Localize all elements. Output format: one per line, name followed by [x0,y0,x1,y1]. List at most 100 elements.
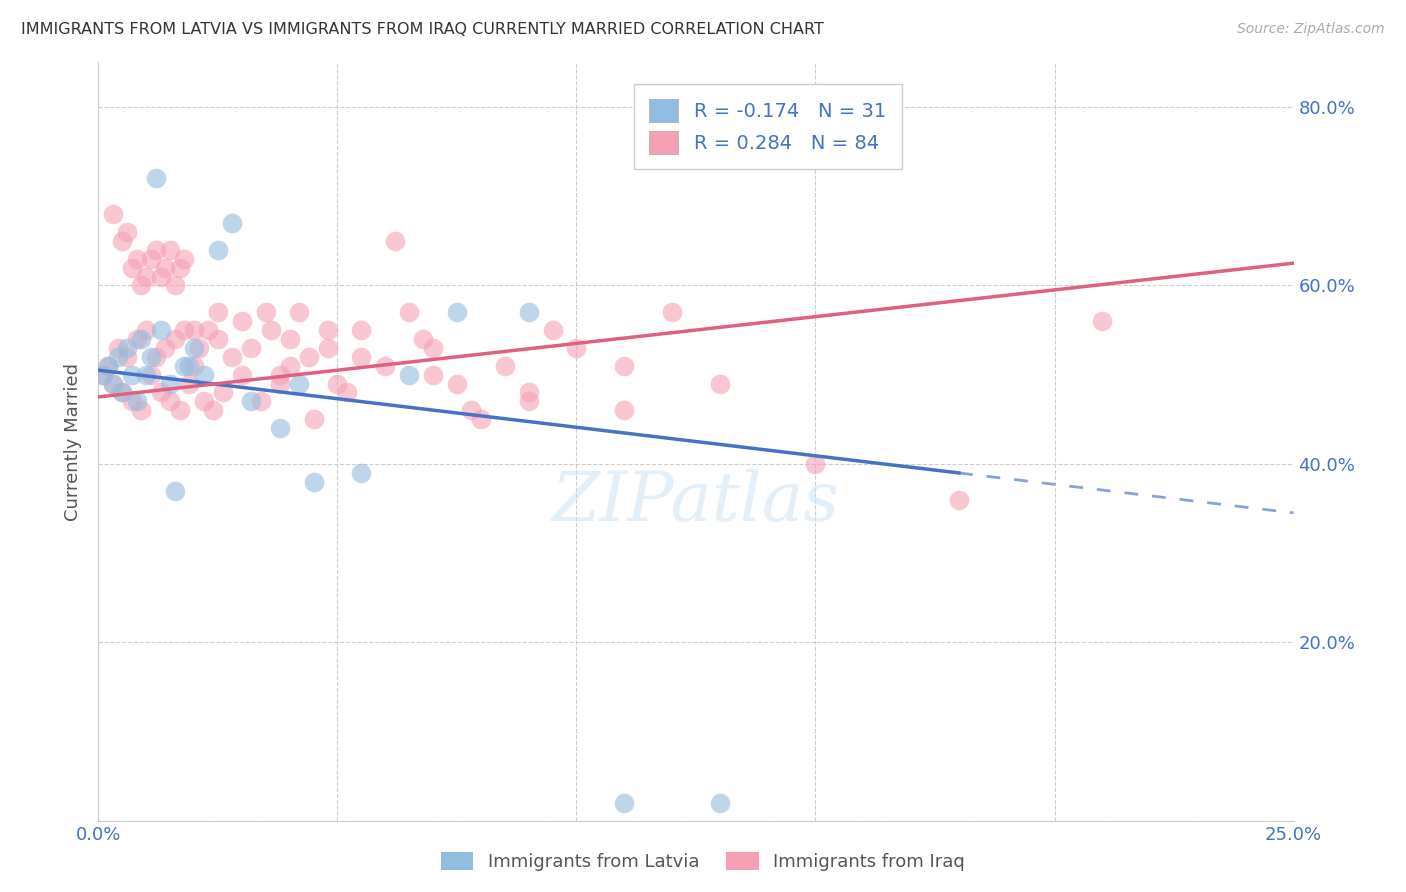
Point [613,359,636,373]
Point [541,323,564,337]
Point [179,359,201,373]
Legend: Immigrants from Latvia, Immigrants from Iraq: Immigrants from Latvia, Immigrants from … [433,845,973,879]
Point [517,394,540,409]
Point [316,323,339,337]
Point [121,368,143,382]
Text: IMMIGRANTS FROM LATVIA VS IMMIGRANTS FROM IRAQ CURRENTLY MARRIED CORRELATION CHA: IMMIGRANTS FROM LATVIA VS IMMIGRANTS FRO… [21,22,824,37]
Point [155,260,177,275]
Point [131,332,153,346]
Point [207,305,229,319]
Point [115,350,138,364]
Point [149,385,172,400]
Point [159,394,181,409]
Point [187,341,209,355]
Point [374,359,396,373]
Point [131,278,153,293]
Point [169,403,191,417]
Point [135,368,157,382]
Point [398,368,420,382]
Point [446,376,468,391]
Point [145,350,167,364]
Point [470,412,492,426]
Point [115,341,138,355]
Point [173,252,195,266]
Point [163,332,186,346]
Point [422,341,444,355]
Point [101,376,124,391]
Point [613,403,636,417]
Point [125,252,148,266]
Point [183,323,205,337]
Point [135,269,157,284]
Point [173,323,195,337]
Point [91,368,114,382]
Point [221,350,243,364]
Point [298,350,321,364]
Point [278,359,301,373]
Point [460,403,482,417]
Point [139,368,162,382]
Point [231,314,253,328]
Point [565,341,588,355]
Point [288,305,311,319]
Point [107,341,129,355]
Point [115,225,138,239]
Text: ZIPatlas: ZIPatlas [553,469,839,535]
Point [661,305,683,319]
Point [269,376,291,391]
Point [163,483,186,498]
Point [250,394,273,409]
Point [139,350,162,364]
Point [948,492,970,507]
Point [125,332,148,346]
Point [101,376,124,391]
Point [240,394,263,409]
Point [163,278,186,293]
Point [111,234,134,248]
Point [254,305,277,319]
Point [111,385,134,400]
Point [709,796,731,810]
Point [155,341,177,355]
Point [125,394,148,409]
Point [316,341,339,355]
Point [231,368,253,382]
Point [269,368,291,382]
Point [121,394,143,409]
Point [259,323,281,337]
Point [159,376,181,391]
Point [804,457,827,471]
Point [221,216,243,230]
Point [179,376,201,391]
Point [240,341,263,355]
Point [384,234,406,248]
Point [269,421,291,435]
Point [91,368,114,382]
Point [139,252,162,266]
Point [131,403,153,417]
Point [183,341,205,355]
Point [398,305,420,319]
Legend: R = -0.174   N = 31, R = 0.284   N = 84: R = -0.174 N = 31, R = 0.284 N = 84 [634,84,901,169]
Point [350,323,373,337]
Point [111,385,134,400]
Point [145,171,167,186]
Point [193,394,215,409]
Point [193,368,215,382]
Point [278,332,301,346]
Point [326,376,349,391]
Point [202,403,225,417]
Point [422,368,444,382]
Point [97,359,120,373]
Point [302,475,325,489]
Point [517,305,540,319]
Point [446,305,468,319]
Point [207,332,229,346]
Point [336,385,359,400]
Point [350,466,373,480]
Point [107,350,129,364]
Text: Source: ZipAtlas.com: Source: ZipAtlas.com [1237,22,1385,37]
Point [97,359,120,373]
Point [121,260,143,275]
Point [288,376,311,391]
